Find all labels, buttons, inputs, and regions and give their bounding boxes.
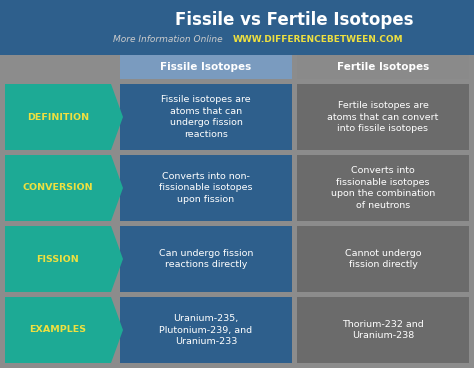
Text: Fissile vs Fertile Isotopes: Fissile vs Fertile Isotopes	[174, 11, 413, 29]
Text: Cannot undergo
fission directly: Cannot undergo fission directly	[345, 249, 421, 269]
Text: More Information Online: More Information Online	[113, 35, 223, 45]
Polygon shape	[5, 297, 123, 363]
FancyBboxPatch shape	[297, 84, 469, 150]
FancyBboxPatch shape	[120, 226, 292, 292]
Text: Uranium-235,
Plutonium-239, and
Uranium-233: Uranium-235, Plutonium-239, and Uranium-…	[159, 314, 253, 346]
Polygon shape	[5, 155, 123, 221]
Polygon shape	[5, 84, 123, 150]
Text: EXAMPLES: EXAMPLES	[29, 326, 86, 335]
FancyBboxPatch shape	[297, 226, 469, 292]
Polygon shape	[5, 226, 123, 292]
FancyBboxPatch shape	[120, 55, 292, 79]
Text: Fissile Isotopes: Fissile Isotopes	[160, 62, 252, 72]
Text: FISSION: FISSION	[36, 255, 79, 263]
Text: Fertile Isotopes: Fertile Isotopes	[337, 62, 429, 72]
Text: Can undergo fission
reactions directly: Can undergo fission reactions directly	[159, 249, 253, 269]
Text: Fissile isotopes are
atoms that can
undergo fission
reactions: Fissile isotopes are atoms that can unde…	[161, 95, 251, 139]
FancyBboxPatch shape	[120, 297, 292, 363]
FancyBboxPatch shape	[120, 155, 292, 221]
Text: DEFINITION: DEFINITION	[27, 113, 89, 121]
FancyBboxPatch shape	[297, 297, 469, 363]
FancyBboxPatch shape	[297, 55, 469, 79]
FancyBboxPatch shape	[120, 84, 292, 150]
Text: Converts into non-
fissionable isotopes
upon fission: Converts into non- fissionable isotopes …	[159, 172, 253, 204]
Text: CONVERSION: CONVERSION	[23, 184, 93, 192]
Text: Fertile isotopes are
atoms that can convert
into fissile isotopes: Fertile isotopes are atoms that can conv…	[328, 101, 439, 133]
Text: Thorium-232 and
Uranium-238: Thorium-232 and Uranium-238	[342, 320, 424, 340]
FancyBboxPatch shape	[0, 0, 474, 55]
FancyBboxPatch shape	[297, 155, 469, 221]
Text: Converts into
fissionable isotopes
upon the combination
of neutrons: Converts into fissionable isotopes upon …	[331, 166, 435, 210]
Text: WWW.DIFFERENCEBETWEEN.COM: WWW.DIFFERENCEBETWEEN.COM	[232, 35, 403, 45]
